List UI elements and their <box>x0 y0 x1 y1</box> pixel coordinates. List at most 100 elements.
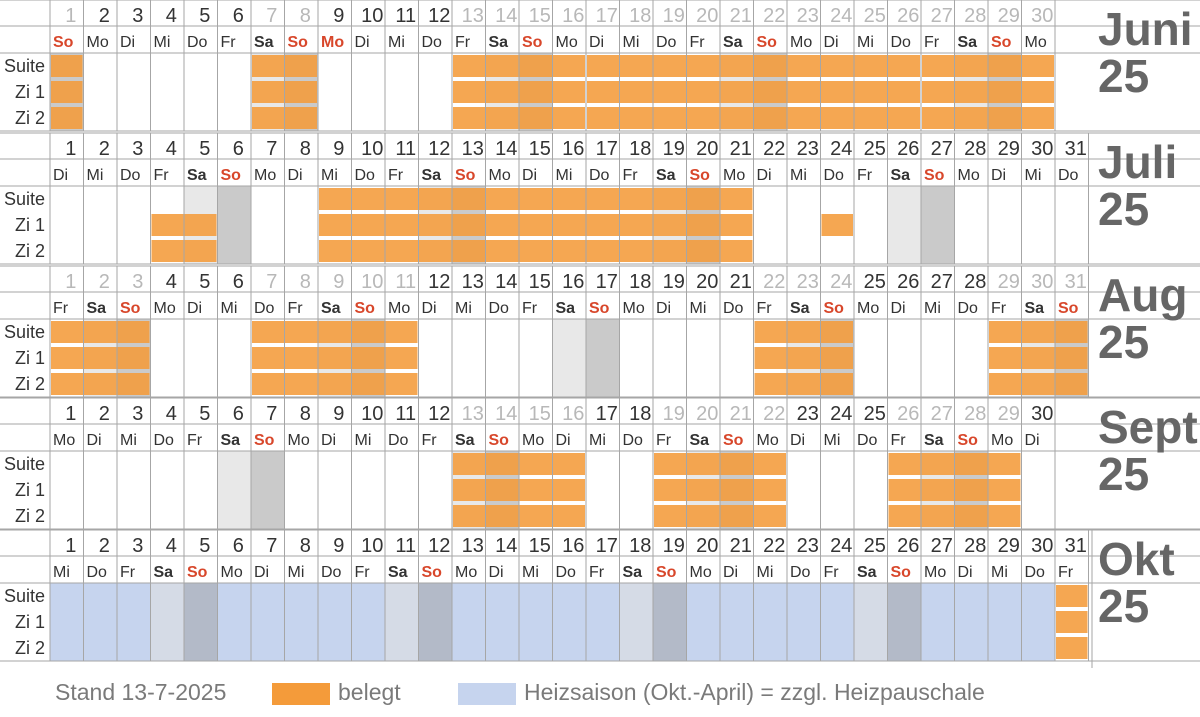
weekday-label: Di <box>1025 432 1040 449</box>
day-number: 7 <box>266 271 277 293</box>
weekday-label: Fr <box>824 564 840 581</box>
day-number: 25 <box>864 138 886 160</box>
occupied-bar <box>51 347 150 369</box>
weekday-label: Sa <box>891 167 911 184</box>
weekday-label: Do <box>723 300 744 317</box>
day-number: 15 <box>529 271 551 293</box>
day-number: 30 <box>1031 138 1053 160</box>
weekday-label: Fr <box>288 300 304 317</box>
weekday-label: Di <box>556 432 571 449</box>
day-number: 15 <box>529 5 551 27</box>
room-label: Zi 1 <box>15 82 45 102</box>
room-label: Zi 2 <box>15 374 45 394</box>
day-number: 30 <box>1031 535 1053 557</box>
weekday-label: Di <box>254 564 269 581</box>
day-number: 20 <box>696 535 718 557</box>
day-number: 12 <box>428 403 450 425</box>
weekday-label: Fr <box>1058 564 1074 581</box>
weekday-label: Mo <box>991 432 1013 449</box>
day-number: 23 <box>797 138 819 160</box>
weekday-label: Fr <box>120 564 136 581</box>
day-number: 15 <box>529 403 551 425</box>
day-number: 24 <box>830 271 852 293</box>
day-number: 3 <box>132 403 143 425</box>
weekday-label: Mi <box>87 167 104 184</box>
month-year: 25 <box>1098 448 1149 500</box>
occupied-bar <box>1056 611 1088 633</box>
day-number: 17 <box>596 271 618 293</box>
day-number: 3 <box>132 138 143 160</box>
day-number: 11 <box>395 138 416 160</box>
day-number: 2 <box>99 5 110 27</box>
occupied-bar <box>989 321 1088 343</box>
occupied-bar <box>51 81 83 103</box>
day-number: 28 <box>964 403 986 425</box>
legend-occupied-swatch <box>272 683 330 705</box>
weekday-label: Sa <box>154 564 174 581</box>
day-number: 17 <box>596 5 618 27</box>
day-number: 27 <box>931 403 953 425</box>
day-number: 26 <box>897 138 919 160</box>
day-number: 5 <box>199 138 210 160</box>
day-number: 5 <box>199 535 210 557</box>
weekday-label: So <box>656 564 677 581</box>
day-number: 31 <box>1065 271 1087 293</box>
weekday-label: Sa <box>422 167 442 184</box>
weekday-label: So <box>221 167 242 184</box>
weekday-label: So <box>422 564 443 581</box>
weekday-label: Di <box>790 432 805 449</box>
weekday-label: Fr <box>187 432 203 449</box>
weekday-label: Sa <box>187 167 207 184</box>
day-number: 26 <box>897 271 919 293</box>
weekday-label: Mo <box>221 564 243 581</box>
day-number: 2 <box>99 403 110 425</box>
day-number: 13 <box>462 271 484 293</box>
weekday-label: Sa <box>656 167 676 184</box>
room-label: Suite <box>4 454 45 474</box>
day-number: 7 <box>266 138 277 160</box>
legend-occupied-label: belegt <box>338 678 401 705</box>
weekday-label: So <box>924 167 945 184</box>
weekday-label: Di <box>589 34 604 51</box>
weekday-label: So <box>991 34 1012 51</box>
room-label: Zi 2 <box>15 506 45 526</box>
weekday-label: Fr <box>991 300 1007 317</box>
weekday-label: Do <box>422 34 443 51</box>
occupied-bar <box>754 373 853 395</box>
day-number: 24 <box>830 138 852 160</box>
weekday-label: Fr <box>891 432 907 449</box>
weekday-label: So <box>757 34 778 51</box>
day-number: 21 <box>730 271 752 293</box>
weekday-label: Di <box>422 300 437 317</box>
weekday-label: Mi <box>1025 167 1042 184</box>
day-number: 22 <box>763 535 785 557</box>
weekday-label: Fr <box>455 34 471 51</box>
day-number: 1 <box>65 138 76 160</box>
day-number: 24 <box>830 535 852 557</box>
weekday-label: Di <box>891 300 906 317</box>
sunday-shade <box>184 583 218 661</box>
weekday-label: Mi <box>824 432 841 449</box>
weekday-label: Mo <box>455 564 477 581</box>
day-number: 14 <box>495 271 517 293</box>
day-number: 26 <box>897 403 919 425</box>
weekday-label: Do <box>1058 167 1079 184</box>
sunday-shade <box>418 583 452 661</box>
sunday-shade <box>251 451 285 529</box>
day-number: 3 <box>132 5 143 27</box>
day-number: 28 <box>964 5 986 27</box>
day-number: 24 <box>830 403 852 425</box>
weekday-label: So <box>723 432 744 449</box>
day-number: 1 <box>65 5 76 27</box>
weekday-label: Di <box>656 300 671 317</box>
day-number: 27 <box>931 535 953 557</box>
weekday-label: Sa <box>623 564 643 581</box>
weekday-label: Di <box>120 34 135 51</box>
month-year: 25 <box>1098 316 1149 368</box>
day-number: 5 <box>199 5 210 27</box>
day-number: 22 <box>763 5 785 27</box>
weekday-label: Mi <box>556 167 573 184</box>
day-number: 3 <box>132 535 143 557</box>
weekday-label: Mi <box>690 300 707 317</box>
